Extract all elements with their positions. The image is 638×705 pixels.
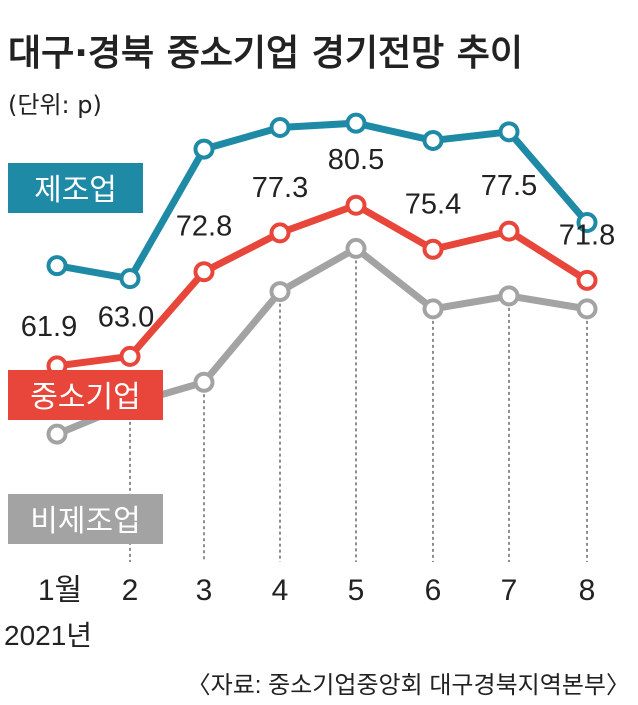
x-tick-label: 4 (272, 574, 289, 607)
non_manufacturing-point (422, 298, 444, 320)
manufacturing-point (422, 129, 444, 151)
x-tick-label: 6 (425, 574, 442, 607)
data-label: 61.9 (21, 311, 77, 343)
data-label: 72.8 (176, 211, 232, 243)
sme-point (576, 269, 598, 291)
sme-label-box (8, 370, 163, 420)
non_manufacturing-point (345, 237, 367, 259)
x-tick-label: 3 (196, 574, 213, 607)
sme-point (119, 345, 141, 367)
data-label: 71.8 (559, 219, 615, 251)
manufacturing-series-label: 제조업 (8, 163, 143, 213)
sme-series-label: 중소기업 (8, 370, 163, 420)
non_manufacturing-point (498, 285, 520, 307)
chart-title: 대구·경북 중소기업 경기전망 추이 (8, 33, 523, 74)
manufacturing-series (46, 112, 598, 290)
manufacturing-line (53, 119, 591, 283)
x-tick-label: 8 (579, 574, 596, 607)
non_manufacturing-label-box (8, 494, 163, 544)
year-label: 2021년 (4, 620, 92, 651)
manufacturing-label-text: 제조업 (34, 173, 117, 208)
data-label: 80.5 (328, 144, 384, 176)
non_manufacturing-point (46, 423, 68, 445)
x-tick-label: 1월 (38, 574, 82, 607)
sme-label-text: 중소기업 (30, 380, 140, 415)
manufacturing-point (193, 138, 215, 160)
unit-label: (단위: p) (8, 91, 102, 119)
manufacturing-point (576, 212, 598, 233)
data-label: 77.3 (252, 172, 308, 204)
manufacturing-point (498, 121, 520, 143)
sme-point (269, 222, 291, 244)
sme-point (422, 238, 444, 260)
non_manufacturing-point (269, 281, 291, 303)
manufacturing-point (345, 112, 367, 134)
sme-point (498, 220, 520, 242)
data-label: 77.5 (481, 170, 537, 202)
guide-lines (129, 260, 588, 562)
non_manufacturing-point (193, 371, 215, 393)
non_manufacturing-point (576, 298, 598, 320)
sme-line (53, 201, 591, 370)
manufacturing-point (119, 268, 141, 290)
x-tick-label: 5 (348, 574, 365, 607)
data-label: 63.0 (98, 301, 154, 333)
data-labels: 61.9 63.0 72.8 77.3 80.5 75.4 77.5 71.8 (21, 144, 615, 343)
sme-series (46, 194, 598, 377)
x-axis-ticks: 1월 2 3 4 5 6 7 8 (38, 574, 595, 607)
manufacturing-label-box (8, 163, 143, 213)
x-tick-label: 7 (501, 574, 518, 607)
manufacturing-point (46, 255, 68, 277)
x-tick-label: 2 (122, 574, 139, 607)
sme-point (345, 194, 367, 216)
manufacturing-point (269, 117, 291, 138)
non_manufacturing-series-label: 비제조업 (8, 494, 163, 544)
sme-point (193, 261, 215, 283)
data-label: 75.4 (405, 188, 461, 220)
non_manufacturing-label-text: 비제조업 (30, 504, 140, 539)
source-note: 〈자료: 중소기업중앙회 대구경북지역본부〉 (187, 672, 630, 699)
